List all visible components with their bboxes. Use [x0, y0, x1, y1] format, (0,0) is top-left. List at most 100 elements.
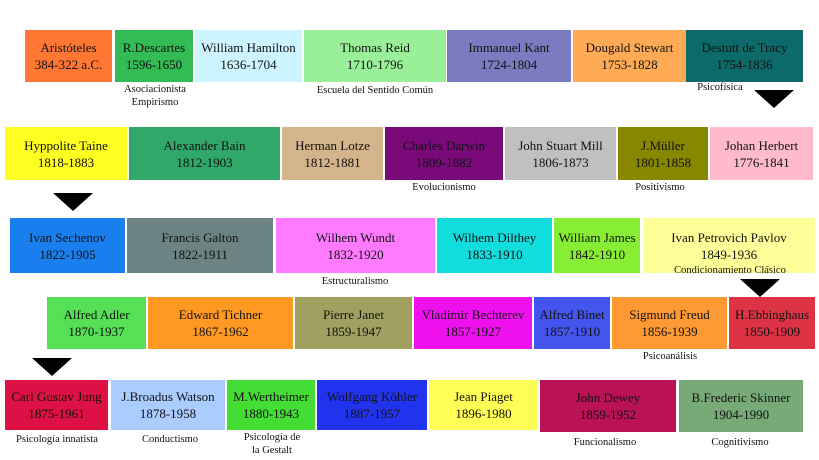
- person-dates: 384-322 a.C.: [34, 57, 103, 72]
- person-dates: 1850-1909: [743, 324, 801, 339]
- box-pavlov: Ivan Petrovich Pavlov 1849-1936: [643, 218, 815, 273]
- person-name: Francis Galton: [161, 229, 239, 245]
- person-name: Vladimir Bechterev: [421, 307, 525, 322]
- person-name: Immanuel Kant: [468, 40, 550, 55]
- person-dates: 1809-1882: [415, 154, 473, 170]
- person-name: Ivan Sechenov: [29, 229, 106, 245]
- box-taine: Hyppolite Taine 1818-1883: [5, 127, 127, 180]
- person-dates: 1833-1910: [466, 246, 523, 262]
- school-label-positivismo: Positivismo: [635, 182, 685, 193]
- box-skinner: B.Frederic Skinner 1904-1990: [679, 380, 803, 432]
- box-herbert: Johan Herbert 1776-1841: [710, 127, 813, 180]
- school-label-conductismo: Conductismo: [141, 434, 198, 445]
- person-name: Alexander Bain: [163, 137, 246, 153]
- person-dates: 1753-1828: [601, 57, 658, 72]
- person-dates: 1724-1804: [480, 57, 538, 72]
- person-dates: 1710-1796: [346, 57, 404, 72]
- school-label-psicoanalisis: Psicoanálisis: [642, 351, 698, 362]
- school-label-sentido-comun: Escuela del Sentido Común: [316, 85, 434, 96]
- person-name: John Dewey: [575, 390, 641, 405]
- person-name: Thomas Reid: [340, 40, 410, 55]
- box-muller: J.Müller 1801-1858: [618, 127, 708, 180]
- box-freud: Sigmund Freud 1856-1939: [612, 297, 727, 349]
- box-reid: Thomas Reid 1710-1796: [304, 30, 446, 82]
- person-dates: 1896-1980: [455, 406, 512, 421]
- box-dilthey: Wilhem Dilthey 1833-1910: [437, 218, 552, 273]
- box-wertheimer: M.Wertheimer 1880-1943: [227, 380, 315, 430]
- school-label-evolucionismo: Evolucionismo: [412, 182, 476, 193]
- box-dewey: John Dewey 1859-1952: [540, 380, 676, 432]
- person-name: Alfred Adler: [63, 307, 130, 322]
- box-kant: Immanuel Kant 1724-1804: [447, 30, 571, 82]
- person-name: Alfred Binet: [539, 307, 605, 322]
- box-bechterev: Vladimir Bechterev 1857-1927: [414, 297, 532, 349]
- box-galton: Francis Galton 1822-1911: [127, 218, 273, 273]
- box-james: William James 1842-1910: [554, 218, 640, 273]
- box-piaget: Jean Piaget 1896-1980: [429, 380, 538, 430]
- person-name: Charles Darwin: [403, 137, 485, 153]
- person-dates: 1822-1905: [39, 246, 96, 262]
- person-dates: 1801-1858: [634, 154, 692, 170]
- person-name: Herman Lotze: [295, 137, 370, 153]
- person-dates: 1596-1650: [125, 57, 183, 72]
- person-name: Jean Piaget: [454, 389, 513, 404]
- person-name: Destutt de Tracy: [701, 40, 788, 55]
- box-adler: Alfred Adler 1870-1937: [47, 297, 146, 349]
- box-binet: Alfred Binet 1857-1910: [534, 297, 610, 349]
- person-dates: 1842-1910: [568, 246, 626, 262]
- school-label-cognitivismo: Cognitivismo: [711, 437, 769, 448]
- school-label-funcionalismo: Funcionalismo: [573, 437, 637, 448]
- person-name: Wolfgang Köhler: [326, 389, 418, 404]
- down-arrow-icon: [740, 279, 780, 297]
- person-name: William James: [558, 229, 636, 245]
- down-arrow-icon: [32, 358, 72, 376]
- person-dates: 1832-1920: [327, 246, 384, 262]
- school-label-psicofisica: Psicofísica: [697, 82, 743, 93]
- person-dates: 1875-1961: [28, 406, 85, 421]
- box-wundt: Wilhem Wundt 1832-1920: [276, 218, 435, 273]
- person-dates: 1870-1937: [68, 324, 125, 339]
- person-name: John Stuart Mill: [518, 137, 603, 153]
- school-label-gestalt: Psicología de la Gestalt: [243, 432, 301, 456]
- person-dates: 1806-1873: [532, 154, 589, 170]
- box-watson: J.Broadus Watson 1878-1958: [111, 380, 225, 430]
- person-name: Dougald Stewart: [585, 40, 674, 55]
- person-dates: 1859-1947: [325, 324, 382, 339]
- person-name: William Hamilton: [201, 40, 296, 55]
- person-dates: 1849-1936: [700, 246, 758, 262]
- school-label-asociacionista: Asociacionista Empirismo: [124, 84, 186, 108]
- box-kohler: Wolfgang Köhler 1887-1957: [317, 380, 427, 430]
- down-arrow-icon: [53, 193, 93, 211]
- person-name: Wilhem Wundt: [315, 229, 396, 245]
- box-mill: John Stuart Mill 1806-1873: [505, 127, 616, 180]
- person-name: Aristóteles: [40, 40, 97, 55]
- person-dates: 1904-1990: [712, 407, 770, 422]
- person-dates: 1812-1881: [304, 154, 361, 170]
- person-dates: 1856-1939: [641, 324, 698, 339]
- box-bain: Alexander Bain 1812-1903: [129, 127, 280, 180]
- school-label-condicionamiento: Condicionamiento Clásico: [674, 265, 786, 276]
- box-stewart: Dougald Stewart 1753-1828: [573, 30, 686, 82]
- person-dates: 1878-1958: [139, 406, 197, 421]
- person-name: Carl Gustav Jung: [11, 389, 102, 404]
- box-jung: Carl Gustav Jung 1875-1961: [5, 380, 108, 430]
- person-dates: 1636-1704: [220, 57, 277, 72]
- person-dates: 1754-1836: [716, 57, 773, 72]
- person-dates: 1857-1910: [543, 324, 601, 339]
- person-name: Sigmund Freud: [629, 307, 710, 322]
- box-aristoteles: Aristóteles 384-322 a.C.: [25, 30, 112, 82]
- person-dates: 1812-1903: [176, 154, 233, 170]
- box-lotze: Herman Lotze 1812-1881: [282, 127, 383, 180]
- person-name: Wilhem Dilthey: [452, 229, 537, 245]
- person-dates: 1818-1883: [37, 154, 95, 170]
- person-dates: 1880-1943: [242, 406, 300, 421]
- person-dates: 1857-1927: [444, 324, 502, 339]
- person-dates: 1776-1841: [733, 154, 790, 170]
- person-name: Edward Tichner: [178, 307, 263, 322]
- box-tracy: Destutt de Tracy 1754-1836: [686, 30, 803, 82]
- person-name: Johan Herbert: [724, 137, 799, 153]
- box-hamilton: William Hamilton 1636-1704: [195, 30, 302, 82]
- box-janet: Pierre Janet 1859-1947: [295, 297, 412, 349]
- person-name: Ivan Petrovich Pavlov: [671, 229, 787, 245]
- school-label-innatista: Psicología innatista: [16, 434, 98, 445]
